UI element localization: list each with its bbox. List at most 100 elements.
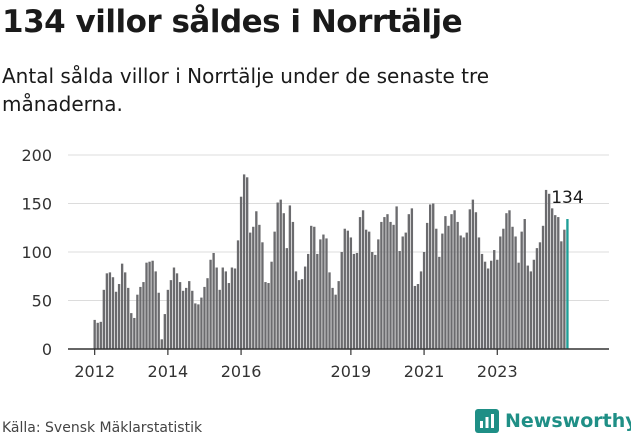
bar: [148, 261, 151, 349]
newsworthy-logo[interactable]: Newsworthy: [475, 409, 631, 433]
bar: [242, 174, 246, 349]
bar: [169, 280, 173, 349]
bar: [511, 226, 514, 349]
bar-chart: 0 50 100 150 200 2012 2014 2016 2019 2021 2023 134: [21, 146, 609, 381]
bar: [99, 321, 102, 349]
y-tick-label: 100: [21, 243, 52, 262]
bar: [267, 283, 270, 349]
bar: [197, 304, 200, 349]
bar: [264, 282, 267, 349]
bar: [120, 263, 124, 349]
bar: [517, 262, 520, 349]
bar: [541, 225, 545, 349]
newsworthy-logo-icon: [475, 409, 499, 433]
bar: [499, 236, 502, 349]
x-tick-label: 2014: [148, 362, 189, 381]
bar: [547, 193, 551, 349]
brand-name: Newsworthy: [505, 410, 631, 432]
bar: [480, 253, 484, 349]
bar: [191, 290, 194, 349]
bar: [310, 225, 313, 349]
bar: [279, 199, 282, 349]
bar: [200, 297, 203, 349]
bar: [401, 236, 404, 349]
bar: [468, 209, 471, 349]
bar: [273, 231, 276, 349]
bar-latest: [566, 219, 569, 349]
bar: [224, 271, 227, 349]
bar: [96, 322, 99, 349]
bar: [560, 241, 563, 349]
bar: [270, 261, 273, 349]
bar: [185, 287, 188, 349]
bar: [358, 217, 362, 349]
bar: [285, 248, 288, 349]
bar: [236, 240, 240, 349]
bar: [151, 260, 154, 349]
bar: [505, 213, 508, 349]
bar: [166, 289, 170, 349]
bar: [551, 208, 554, 349]
x-tick-label: 2023: [477, 362, 518, 381]
bar: [322, 234, 325, 349]
bar: [374, 254, 377, 349]
y-tick-label: 150: [21, 195, 52, 214]
bar: [139, 286, 142, 349]
bar: [230, 267, 234, 349]
bar: [371, 252, 374, 349]
bar: [316, 253, 319, 349]
bar: [181, 290, 185, 349]
source-note: Källa: Svensk Mäklarstatistik: [2, 420, 203, 436]
bar: [380, 221, 383, 349]
bar: [194, 303, 197, 349]
bar: [221, 267, 224, 349]
bar: [438, 256, 441, 349]
bar: [389, 221, 392, 349]
bar: [93, 319, 96, 349]
bar: [425, 222, 429, 349]
bar: [346, 230, 349, 349]
bar: [355, 252, 359, 349]
bar: [114, 291, 118, 349]
bar: [422, 252, 426, 349]
bar: [291, 221, 295, 349]
bar: [544, 189, 548, 349]
bar: [117, 284, 121, 349]
bar: [163, 314, 166, 349]
bar: [239, 196, 243, 349]
bar: [218, 289, 221, 349]
y-tick-label: 50: [32, 292, 52, 311]
bar: [526, 265, 529, 349]
bar: [486, 268, 490, 349]
bar: [483, 261, 487, 349]
bar: [133, 317, 136, 349]
bar: [563, 229, 566, 349]
bar: [288, 205, 292, 349]
bar: [529, 271, 532, 349]
bar: [255, 211, 258, 349]
bar: [477, 237, 481, 349]
bar: [538, 242, 542, 349]
bar: [368, 231, 371, 349]
bar: [502, 228, 505, 349]
bar: [252, 226, 255, 349]
bar: [282, 213, 285, 349]
bar: [246, 177, 249, 349]
y-tick-label: 0: [42, 340, 52, 359]
bar: [514, 236, 517, 349]
bar: [130, 313, 133, 349]
bar: [325, 238, 328, 349]
bar: [535, 248, 539, 349]
bar: [450, 214, 453, 349]
bar: [407, 214, 410, 349]
bar: [554, 215, 557, 349]
bar: [328, 272, 331, 349]
bar: [435, 228, 438, 349]
bar: [127, 287, 130, 349]
x-tick-label: 2012: [74, 362, 115, 381]
bar: [462, 237, 465, 349]
bar: [493, 250, 496, 349]
bar: [209, 259, 212, 349]
bar: [203, 286, 206, 349]
bar: [496, 259, 499, 349]
